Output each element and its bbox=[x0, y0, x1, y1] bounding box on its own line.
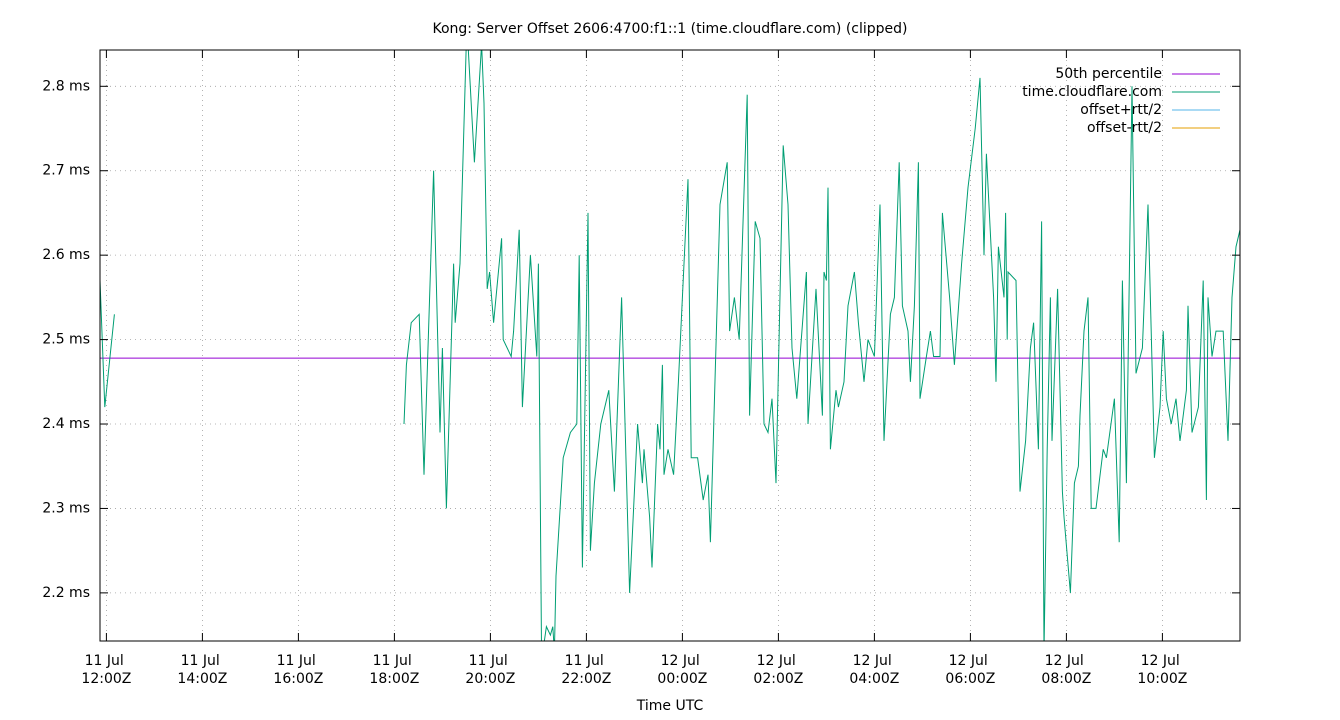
legend-label: time.cloudflare.com bbox=[1022, 84, 1162, 100]
x-tick-label: 11 Jul 18:00Z bbox=[369, 653, 419, 687]
y-tick-label: 2.5 ms bbox=[42, 332, 90, 348]
x-axis-label: Time UTC bbox=[636, 698, 704, 714]
x-tick-label: 12 Jul 08:00Z bbox=[1041, 653, 1091, 687]
legend-label: offset-rtt/2 bbox=[1087, 120, 1162, 136]
plot-area bbox=[100, 50, 1240, 641]
y-tick-label: 2.8 ms bbox=[42, 78, 90, 94]
x-tick-label: 11 Jul 20:00Z bbox=[465, 653, 515, 687]
x-tick-label: 12 Jul 04:00Z bbox=[849, 653, 899, 687]
x-tick-label: 12 Jul 02:00Z bbox=[753, 653, 803, 687]
y-tick-label: 2.2 ms bbox=[42, 585, 90, 601]
data-line bbox=[100, 50, 1240, 641]
x-tick-label: 12 Jul 10:00Z bbox=[1137, 653, 1187, 687]
grid bbox=[100, 50, 1240, 641]
x-tick-label: 11 Jul 22:00Z bbox=[561, 653, 611, 687]
x-tick-label: 11 Jul 16:00Z bbox=[273, 653, 323, 687]
legend-label: 50th percentile bbox=[1055, 66, 1162, 82]
y-tick-label: 2.3 ms bbox=[42, 500, 90, 516]
y-tick-label: 2.4 ms bbox=[42, 416, 90, 432]
x-tick-label: 11 Jul 14:00Z bbox=[177, 653, 227, 687]
axes: 2.2 ms 2.3 ms 2.4 ms 2.5 ms 2.6 ms 2.7 ms 2.8 … bbox=[42, 50, 1240, 687]
x-tick-label: 12 Jul 06:00Z bbox=[945, 653, 995, 687]
y-tick-label: 2.6 ms bbox=[42, 247, 90, 263]
legend: 50th percentile time.cloudflare.com offset… bbox=[1022, 66, 1220, 136]
legend-label: offset+rtt/2 bbox=[1080, 102, 1162, 118]
x-tick-label: 12 Jul 00:00Z bbox=[657, 653, 707, 687]
chart-title: Kong: Server Offset 2606:4700:f1::1 (tim… bbox=[432, 21, 907, 37]
x-tick-label: 11 Jul 12:00Z bbox=[81, 653, 131, 687]
plot-border bbox=[99, 49, 1241, 642]
y-tick-label: 2.7 ms bbox=[42, 163, 90, 179]
